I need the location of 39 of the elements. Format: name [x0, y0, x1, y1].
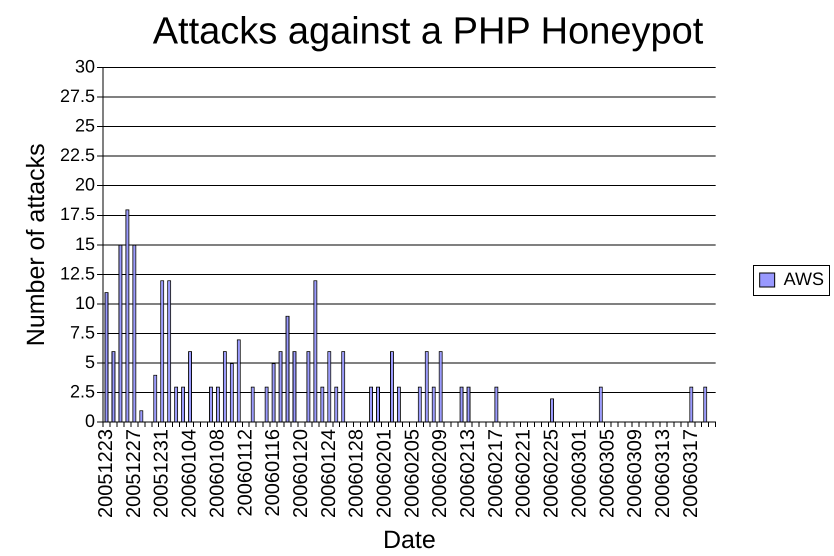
y-tick-label: 20 — [75, 174, 96, 195]
x-tick-label: 20060305 — [596, 429, 618, 518]
x-tick-label: 20060205 — [401, 429, 424, 518]
x-axis-title: Date — [382, 526, 436, 554]
y-tick-label: 17.5 — [60, 204, 96, 224]
y-tick-label: 5 — [85, 352, 96, 372]
x-tick-label: 20051223 — [95, 429, 118, 518]
x-tick-label: 20060104 — [178, 429, 201, 518]
y-tick-label: 7.5 — [70, 322, 96, 342]
x-tick-label: 20060317 — [680, 429, 702, 518]
x-tick-label: 20060225 — [540, 429, 563, 518]
y-tick-label: 27.5 — [60, 86, 96, 106]
x-tick-label: 20060221 — [512, 429, 535, 518]
y-tick-label: 25 — [75, 116, 96, 136]
y-tick-label: 2.5 — [70, 381, 96, 402]
x-tick-label: 20060116 — [262, 429, 284, 517]
x-tick-label: 20060128 — [346, 429, 368, 518]
x-tick-label: 20051231 — [150, 429, 173, 518]
x-tick-label: 20060213 — [457, 429, 480, 518]
x-tick-label: 20060217 — [484, 429, 507, 518]
x-tick-label: 20060313 — [652, 429, 674, 518]
x-tick-label: 20060309 — [624, 429, 646, 518]
legend-label: AWS — [784, 268, 824, 289]
y-tick-label: 15 — [75, 234, 96, 254]
chart-title: Attacks against a PHP Honeypot — [152, 10, 704, 52]
x-tick-label: 20060301 — [568, 429, 590, 518]
x-tick-label: 20060112 — [234, 429, 256, 517]
y-axis-title: Number of attacks — [22, 143, 50, 346]
y-tick-label: 12.5 — [60, 263, 96, 284]
x-tick-label: 20060209 — [429, 429, 452, 518]
x-tick-label: 20060120 — [290, 429, 312, 518]
x-tick-label: 20060201 — [374, 429, 396, 518]
x-tick-label: 20051227 — [122, 429, 145, 518]
y-tick-label: 30 — [75, 56, 96, 77]
y-tick-label: 0 — [85, 410, 96, 431]
x-tick-label: 20060108 — [206, 429, 228, 518]
x-tick-label: 20060124 — [318, 429, 340, 518]
y-tick-label: 10 — [75, 292, 96, 313]
y-tick-label: 22.5 — [60, 145, 96, 166]
